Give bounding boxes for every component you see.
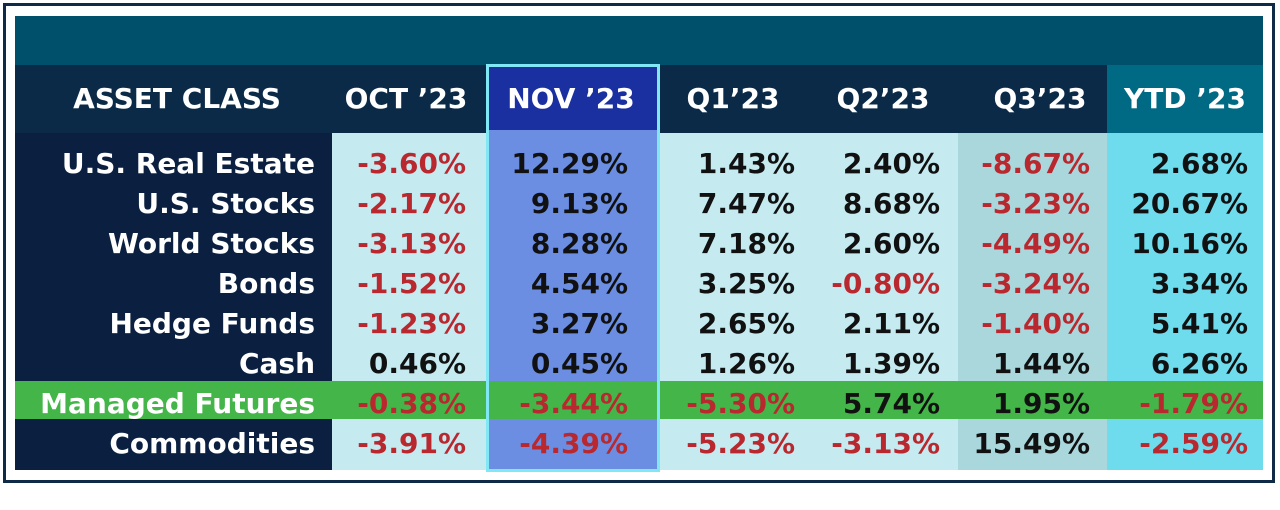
row-label-hedge-funds: Hedge Funds	[109, 307, 315, 340]
cell-world-stocks-q1-23: 7.18%	[697, 227, 795, 260]
cell-hedge-funds-q3-23: -1.40%	[981, 307, 1090, 340]
row-label-u-s-real-estate: U.S. Real Estate	[61, 147, 315, 180]
cell-world-stocks-q3-23: -4.49%	[981, 227, 1090, 260]
cell-bonds-nov-23: 4.54%	[530, 267, 628, 300]
cell-u-s-real-estate-q3-23: -8.67%	[981, 147, 1090, 180]
cell-world-stocks-oct-23: -3.13%	[357, 227, 466, 260]
cell-bonds-q2-23: -0.80%	[831, 267, 940, 300]
column-header-q1-23: Q1’23	[686, 82, 780, 115]
cell-cash-ytd-23: 6.26%	[1150, 347, 1248, 380]
cell-commodities-q3-23: 15.49%	[973, 427, 1090, 460]
cell-u-s-stocks-q3-23: -3.23%	[981, 187, 1090, 220]
cell-u-s-stocks-q2-23: 8.68%	[842, 187, 940, 220]
cell-u-s-stocks-ytd-23: 20.67%	[1131, 187, 1248, 220]
cell-cash-q2-23: 1.39%	[842, 347, 940, 380]
cell-hedge-funds-nov-23: 3.27%	[530, 307, 628, 340]
row-label-bonds: Bonds	[217, 267, 315, 300]
column-header-nov-23: NOV ’23	[507, 82, 635, 115]
cell-bonds-q3-23: -3.24%	[981, 267, 1090, 300]
cell-u-s-stocks-oct-23: -2.17%	[357, 187, 466, 220]
cell-hedge-funds-q2-23: 2.11%	[842, 307, 940, 340]
cell-u-s-real-estate-nov-23: 12.29%	[511, 147, 628, 180]
cell-managed-futures-ytd-23: -1.79%	[1139, 387, 1248, 420]
cell-commodities-q2-23: -3.13%	[831, 427, 940, 460]
cell-bonds-oct-23: -1.52%	[357, 267, 466, 300]
cell-commodities-ytd-23: -2.59%	[1139, 427, 1248, 460]
cell-world-stocks-ytd-23: 10.16%	[1131, 227, 1248, 260]
column-header-oct-23: OCT ’23	[344, 82, 468, 115]
top-banner	[15, 16, 1263, 65]
cell-cash-oct-23: 0.46%	[368, 347, 466, 380]
row-label-u-s-stocks: U.S. Stocks	[136, 187, 315, 220]
column-header-q2-23: Q2’23	[836, 82, 930, 115]
ytd-header-bg	[1107, 65, 1263, 133]
nov-header-bg	[489, 67, 657, 130]
cell-commodities-nov-23: -4.39%	[519, 427, 628, 460]
row-label-cash: Cash	[238, 347, 315, 380]
cell-world-stocks-q2-23: 2.60%	[842, 227, 940, 260]
cell-hedge-funds-q1-23: 2.65%	[697, 307, 795, 340]
cell-hedge-funds-oct-23: -1.23%	[357, 307, 466, 340]
cell-cash-q3-23: 1.44%	[992, 347, 1090, 380]
cell-commodities-oct-23: -3.91%	[357, 427, 466, 460]
cell-commodities-q1-23: -5.23%	[686, 427, 795, 460]
cell-u-s-real-estate-q1-23: 1.43%	[697, 147, 795, 180]
cell-u-s-stocks-q1-23: 7.47%	[697, 187, 795, 220]
column-header-asset-class: ASSET CLASS	[73, 82, 281, 115]
cell-u-s-real-estate-q2-23: 2.40%	[842, 147, 940, 180]
row-label-commodities: Commodities	[109, 427, 315, 460]
cell-world-stocks-nov-23: 8.28%	[530, 227, 628, 260]
cell-managed-futures-nov-23: -3.44%	[519, 387, 628, 420]
cell-cash-q1-23: 1.26%	[697, 347, 795, 380]
cell-u-s-real-estate-oct-23: -3.60%	[357, 147, 466, 180]
cell-managed-futures-q2-23: 5.74%	[842, 387, 940, 420]
cell-bonds-ytd-23: 3.34%	[1150, 267, 1248, 300]
row-label-managed-futures: Managed Futures	[40, 387, 315, 420]
cell-managed-futures-q3-23: 1.95%	[992, 387, 1090, 420]
nov-managed-futures-cell-bg	[489, 381, 657, 419]
cell-managed-futures-oct-23: -0.38%	[357, 387, 466, 420]
cell-cash-nov-23: 0.45%	[530, 347, 628, 380]
cell-managed-futures-q1-23: -5.30%	[686, 387, 795, 420]
column-header-ytd-23: YTD ’23	[1124, 82, 1246, 115]
column-header-q3-23: Q3’23	[993, 82, 1087, 115]
cell-hedge-funds-ytd-23: 5.41%	[1150, 307, 1248, 340]
cell-bonds-q1-23: 3.25%	[697, 267, 795, 300]
cell-u-s-real-estate-ytd-23: 2.68%	[1150, 147, 1248, 180]
cell-u-s-stocks-nov-23: 9.13%	[530, 187, 628, 220]
row-label-world-stocks: World Stocks	[108, 227, 315, 260]
